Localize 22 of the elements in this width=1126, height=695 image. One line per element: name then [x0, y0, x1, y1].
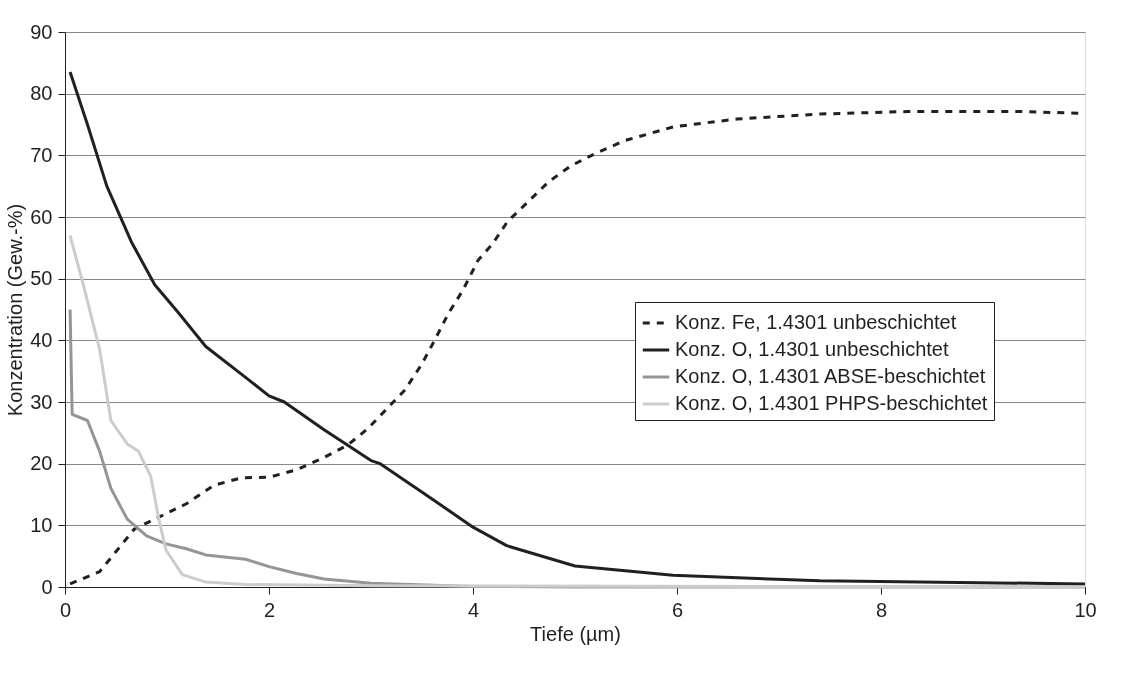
legend-label: Konz. O, 1.4301 unbeschichtet: [675, 338, 949, 360]
legend-label: Konz. O, 1.4301 PHPS-beschichtet: [675, 392, 988, 414]
legend-label: Konz. O, 1.4301 ABSE-beschichtet: [675, 365, 986, 387]
y-tick-label: 90: [30, 20, 53, 43]
y-tick-label: 30: [30, 390, 53, 413]
x-tick-label: 6: [671, 598, 684, 621]
y-tick-label: 80: [30, 82, 53, 105]
y-axis-title: Konzentration (Gew.-%): [4, 203, 27, 417]
y-tick-label: 60: [30, 205, 53, 228]
x-tick-label: 2: [263, 598, 276, 621]
y-tick-label: 70: [30, 143, 53, 166]
x-axis-title: Tiefe (µm): [530, 622, 621, 645]
x-tick-label: 0: [59, 598, 72, 621]
y-tick-label: 0: [41, 575, 53, 598]
legend-label: Konz. Fe, 1.4301 unbeschichtet: [675, 311, 957, 333]
y-tick-label: 50: [30, 267, 53, 290]
y-tick-label: 10: [30, 513, 53, 536]
x-tick-label: 4: [467, 598, 480, 621]
x-tick-label: 10: [1074, 598, 1097, 621]
x-tick-label: 8: [875, 598, 888, 621]
y-tick-label: 20: [30, 452, 53, 475]
y-tick-label: 40: [30, 328, 53, 351]
